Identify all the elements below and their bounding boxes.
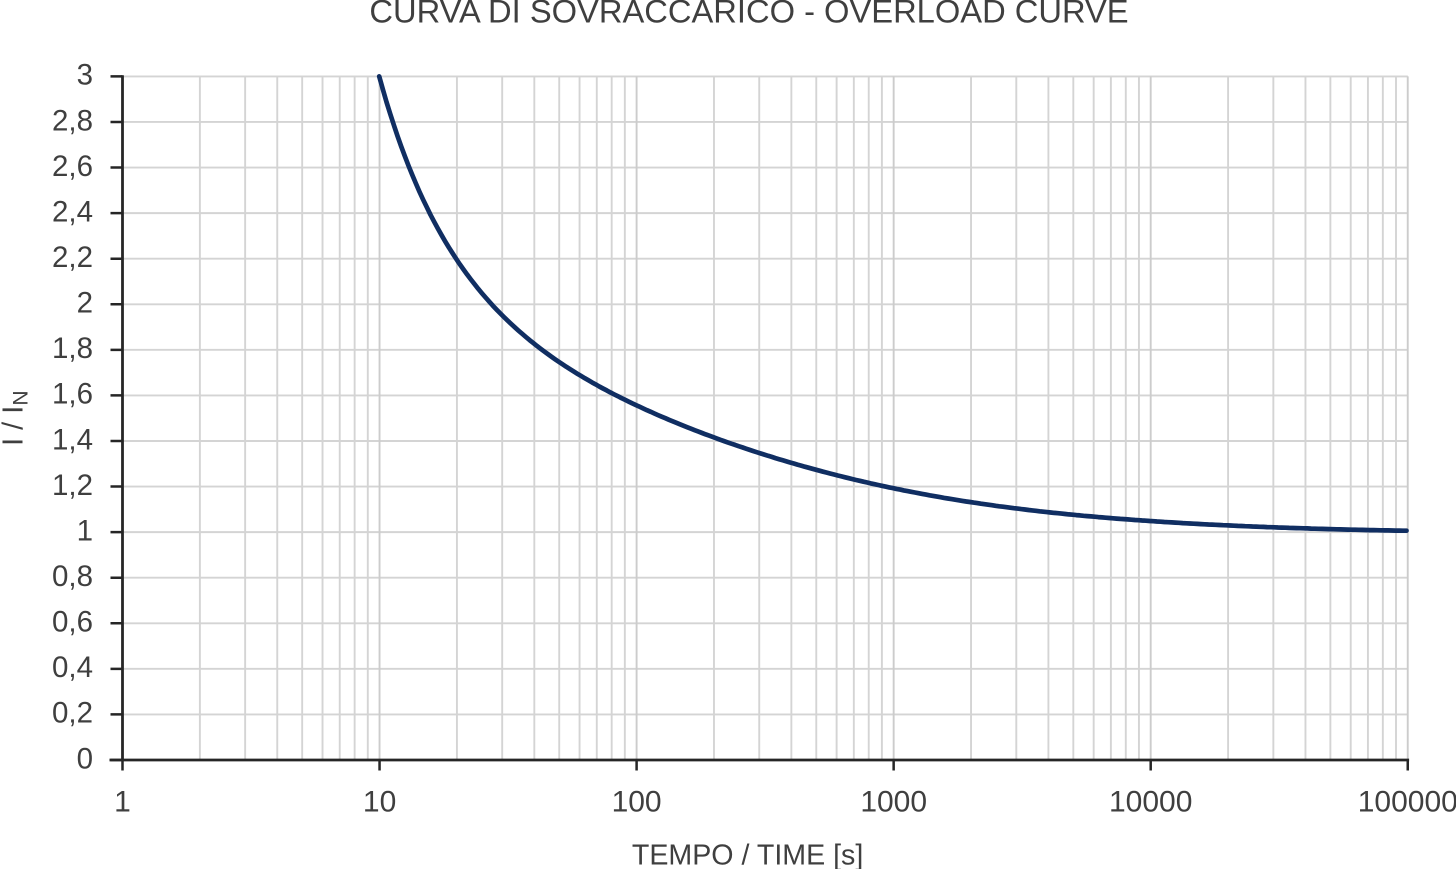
svg-text:0: 0 <box>77 742 93 775</box>
svg-text:0,4: 0,4 <box>52 651 93 684</box>
svg-text:1,8: 1,8 <box>52 332 93 365</box>
svg-text:2,2: 2,2 <box>52 241 93 274</box>
svg-text:1: 1 <box>77 514 93 547</box>
svg-text:CURVA DI SOVRACCARICO - OVERLO: CURVA DI SOVRACCARICO - OVERLOAD CURVE <box>369 0 1128 30</box>
svg-text:TEMPO / TIME [s]: TEMPO / TIME [s] <box>632 839 863 869</box>
svg-text:100000: 100000 <box>1358 786 1456 819</box>
svg-text:2,8: 2,8 <box>52 104 93 137</box>
svg-text:100: 100 <box>612 786 662 819</box>
svg-text:0,8: 0,8 <box>52 560 93 593</box>
svg-text:1,4: 1,4 <box>52 423 93 456</box>
svg-text:2,4: 2,4 <box>52 195 93 228</box>
svg-text:10000: 10000 <box>1109 786 1192 819</box>
svg-text:2,6: 2,6 <box>52 150 93 183</box>
svg-text:1,6: 1,6 <box>52 378 93 411</box>
svg-text:1: 1 <box>114 786 131 819</box>
svg-text:0,2: 0,2 <box>52 697 93 730</box>
svg-text:1000: 1000 <box>860 786 927 819</box>
svg-text:0,6: 0,6 <box>52 606 93 639</box>
svg-text:I / IN: I / IN <box>0 390 33 445</box>
svg-text:1,2: 1,2 <box>52 469 93 502</box>
svg-text:2: 2 <box>77 287 93 320</box>
svg-text:3: 3 <box>77 59 93 92</box>
svg-text:10: 10 <box>363 786 396 819</box>
